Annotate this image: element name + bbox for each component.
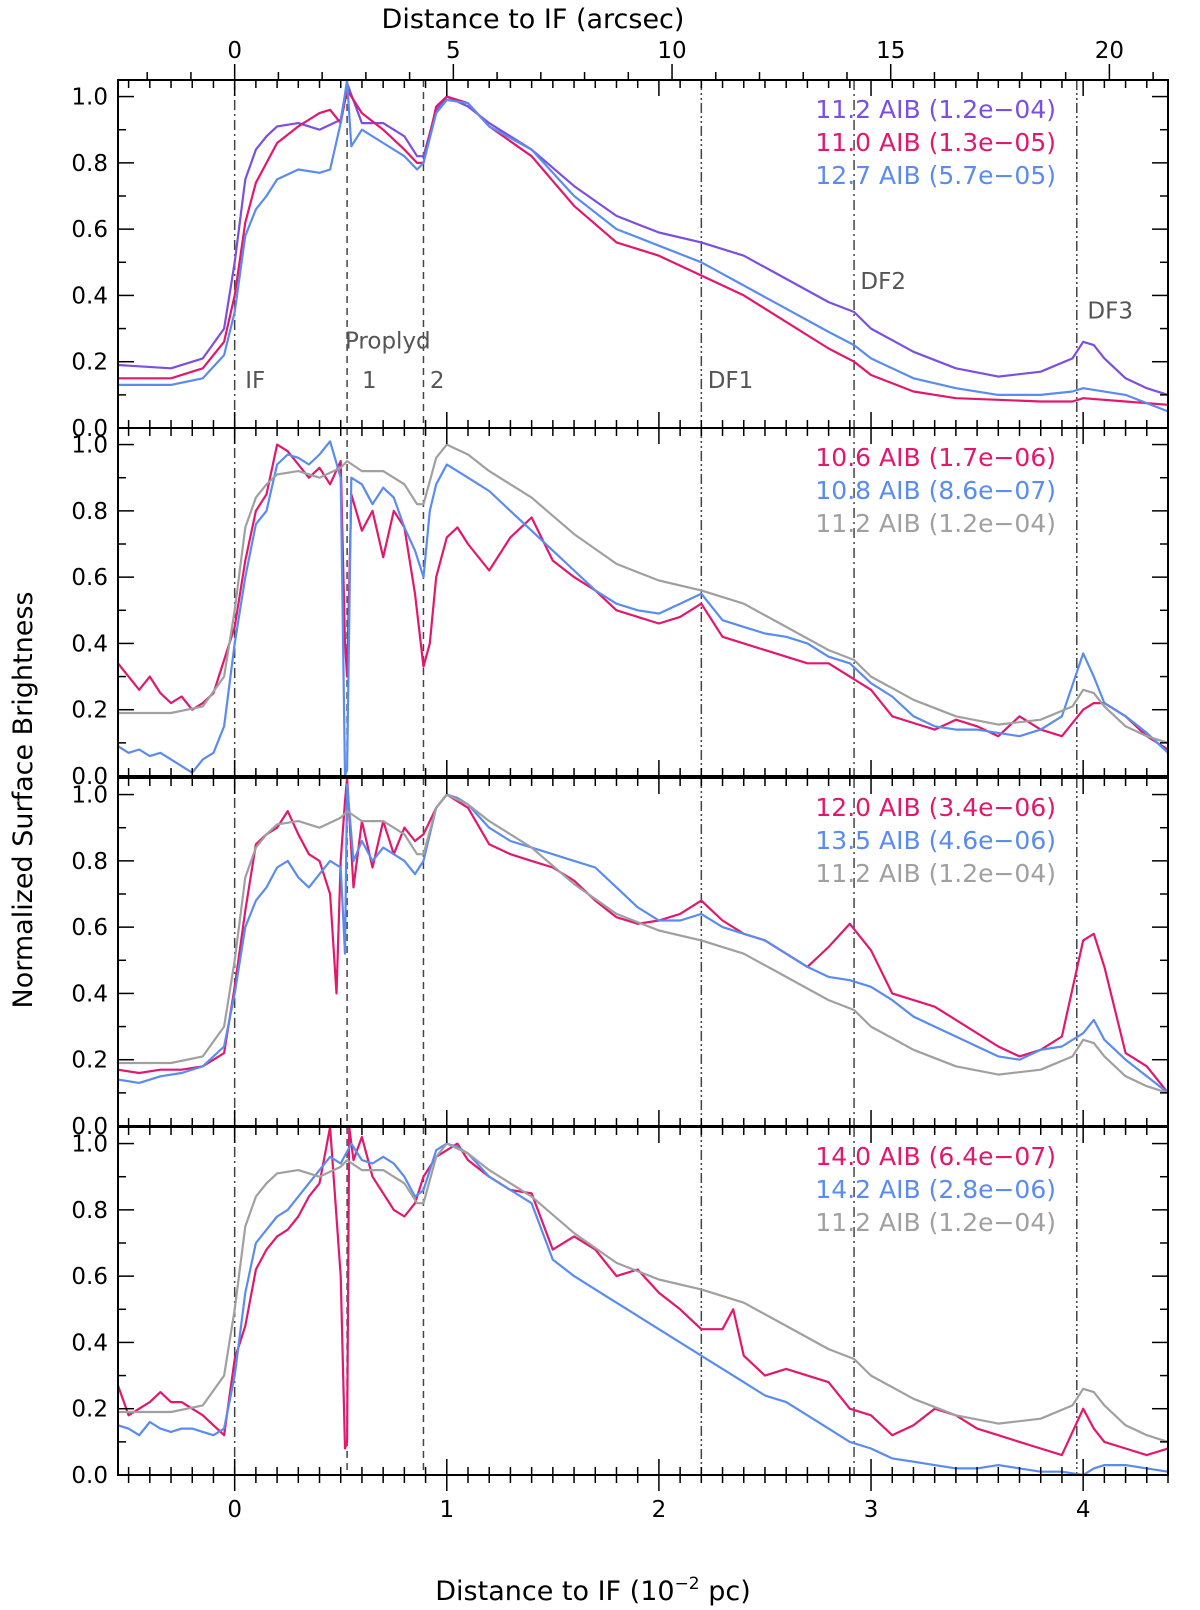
y-tick-label: 0.4 bbox=[71, 283, 108, 309]
x-tick-label: 2 bbox=[652, 1497, 667, 1523]
legend-entry-3: 11.2 AIB (1.2e−04) bbox=[815, 1208, 1056, 1237]
legend-entry-1: 11.2 AIB (1.2e−04) bbox=[815, 95, 1056, 124]
y-tick-label: 0.2 bbox=[71, 350, 108, 376]
series-line-1 bbox=[118, 778, 1168, 1094]
y-tick-label: 0.8 bbox=[71, 1198, 108, 1224]
y-tick-label: 0.8 bbox=[71, 499, 108, 525]
legend-entry-2: 14.2 AIB (2.8e−06) bbox=[815, 1175, 1056, 1204]
legend-entry-3: 12.7 AIB (5.7e−05) bbox=[815, 161, 1056, 190]
legend-entry-2: 10.8 AIB (8.6e−07) bbox=[815, 476, 1056, 505]
x-tick-label: 1 bbox=[439, 1497, 454, 1523]
arcsec-tick-label: 5 bbox=[446, 38, 461, 64]
series-line-3 bbox=[118, 80, 1168, 413]
marker-label-7: DF3 bbox=[1087, 299, 1133, 325]
panel-1: 0.0 0.2 0.4 0.6 0.8 1.0 11.2 AIB (1.2e−04) 11.0… bbox=[71, 79, 1169, 442]
panel-3: 0.0 0.2 0.4 0.6 0.8 1.0 12.0 AIB (3.4e−06) 13.5… bbox=[71, 777, 1169, 1140]
arcsec-tick-label: 15 bbox=[876, 38, 905, 64]
marker-label-1: IF bbox=[245, 368, 265, 394]
y-tick-label: 1.0 bbox=[71, 85, 108, 111]
bottom-x-axis-title-main: Distance to IF (10 bbox=[435, 1576, 674, 1607]
series-line-2 bbox=[118, 88, 1168, 406]
bottom-x-axis-title-tail: pc) bbox=[700, 1576, 751, 1607]
legend-entry-1: 10.6 AIB (1.7e−06) bbox=[815, 443, 1056, 472]
panel-4: 0.0 0.2 0.4 0.6 0.8 1.0 14.0 AIB (6.4e−07) 14.2… bbox=[71, 1126, 1169, 1491]
y-tick-label: 0.2 bbox=[71, 698, 108, 724]
series-line-2 bbox=[118, 783, 1168, 1094]
marker-label-4: 2 bbox=[430, 368, 445, 394]
series-line-3 bbox=[118, 793, 1168, 1094]
marker-label-5: DF1 bbox=[708, 368, 754, 394]
y-tick-label: 0.8 bbox=[71, 151, 108, 177]
bottom-x-axis-title: Distance to IF (10−2 pc) bbox=[435, 1574, 750, 1607]
arcsec-tick-label: 20 bbox=[1095, 38, 1124, 64]
y-tick-label: 1.0 bbox=[71, 1132, 108, 1158]
y-tick-label: 0.6 bbox=[71, 915, 108, 941]
y-tick-label: 0.4 bbox=[71, 631, 108, 657]
top-x-axis-title: Distance to IF (arcsec) bbox=[382, 4, 685, 35]
x-tick-label: 0 bbox=[227, 1497, 242, 1523]
axes-text: Distance to IF (arcsec) Distance to IF (… bbox=[8, 4, 751, 1607]
x-tick-label: 3 bbox=[864, 1497, 879, 1523]
y-tick-label: 0.0 bbox=[71, 1463, 108, 1489]
marker-label-2: Proplyd bbox=[345, 328, 431, 354]
y-tick-label: 0.6 bbox=[71, 1264, 108, 1290]
panels: 0.00.20.40.60.81.0 11.2 AIB (1.2e−04)11.0… bbox=[71, 38, 1169, 1523]
y-tick-label: 1.0 bbox=[71, 433, 108, 459]
series-line-1 bbox=[118, 82, 1168, 396]
y-tick-label: 0.2 bbox=[71, 1397, 108, 1423]
y-tick-label: 0.4 bbox=[71, 981, 108, 1007]
x-tick-label: 4 bbox=[1076, 1497, 1091, 1523]
y-tick-label: 0.6 bbox=[71, 565, 108, 591]
y-tick-label: 0.0 bbox=[71, 764, 108, 790]
marker-label-3: 1 bbox=[362, 368, 377, 394]
y-tick-label: 0.6 bbox=[71, 217, 108, 243]
y-tick-label: 1.0 bbox=[71, 783, 108, 809]
y-tick-label: 0.4 bbox=[71, 1330, 108, 1356]
series-line-2 bbox=[118, 440, 1168, 776]
panel-frame bbox=[117, 1126, 1169, 1476]
y-tick-label: 0.8 bbox=[71, 849, 108, 875]
marker-label-6: DF2 bbox=[860, 269, 906, 295]
panel-2: 0.0 0.2 0.4 0.6 0.8 1.0 10.6 AIB (1.7e−06) 10.8… bbox=[71, 427, 1169, 790]
legend-entry-2: 11.0 AIB (1.3e−05) bbox=[815, 128, 1056, 157]
arcsec-tick-label: 0 bbox=[227, 38, 242, 64]
series-line-2 bbox=[118, 1142, 1168, 1475]
y-tick-label: 0.0 bbox=[71, 1114, 108, 1140]
legend-entry-3: 11.2 AIB (1.2e−04) bbox=[815, 509, 1056, 538]
arcsec-tick-label: 10 bbox=[657, 38, 686, 64]
legend-entry-1: 14.0 AIB (6.4e−07) bbox=[815, 1142, 1056, 1171]
series-line-3 bbox=[118, 443, 1168, 744]
y-tick-label: 0.2 bbox=[71, 1048, 108, 1074]
series-line-3 bbox=[118, 1142, 1168, 1443]
panel-frame bbox=[117, 427, 1169, 777]
legend-entry-1: 12.0 AIB (3.4e−06) bbox=[815, 793, 1056, 822]
bottom-x-axis-title-exponent: −2 bbox=[675, 1574, 700, 1594]
legend-entry-2: 13.5 AIB (4.6e−06) bbox=[815, 826, 1056, 855]
y-axis-title: Normalized Surface Brightness bbox=[8, 592, 39, 1009]
y-tick-label: 0.0 bbox=[71, 416, 108, 442]
legend-entry-3: 11.2 AIB (1.2e−04) bbox=[815, 859, 1056, 888]
